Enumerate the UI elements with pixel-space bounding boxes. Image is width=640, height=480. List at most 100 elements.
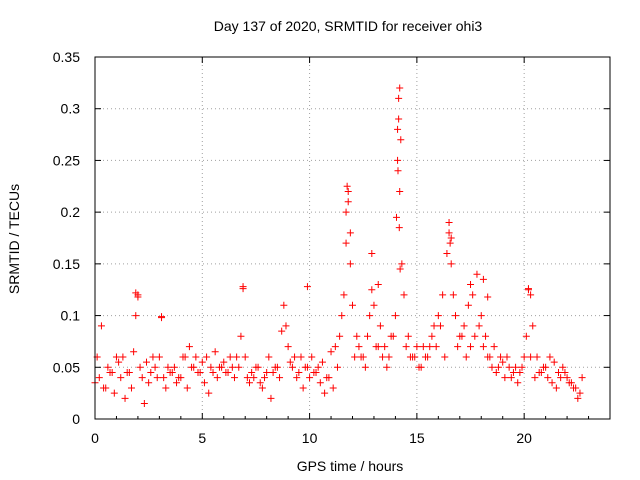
data-point <box>145 379 153 387</box>
data-point <box>471 332 479 340</box>
data-point <box>499 358 507 366</box>
data-point <box>376 322 384 330</box>
data-point <box>383 363 391 371</box>
data-point <box>524 286 532 294</box>
data-point <box>385 353 393 361</box>
data-point <box>303 283 311 291</box>
data-points <box>91 84 586 407</box>
data-point <box>321 389 329 397</box>
y-tick-label: 0.2 <box>61 204 81 220</box>
data-point <box>512 363 520 371</box>
data-point <box>497 353 505 361</box>
data-point <box>211 348 219 356</box>
data-point <box>391 312 399 320</box>
data-point <box>462 353 470 361</box>
data-point <box>102 384 110 392</box>
data-point <box>162 384 170 392</box>
data-point <box>368 250 376 258</box>
data-point <box>140 399 148 407</box>
data-point <box>132 289 140 297</box>
data-point <box>132 312 140 320</box>
data-point <box>458 332 466 340</box>
data-point <box>430 322 438 330</box>
data-point <box>286 358 294 366</box>
data-point <box>518 363 526 371</box>
data-point <box>447 234 455 242</box>
grid <box>95 57 610 419</box>
data-point <box>329 384 337 392</box>
x-tick-label: 10 <box>302 430 318 446</box>
y-tick-label: 0.3 <box>61 101 81 117</box>
y-axis-label: SRMTID / TECUs <box>6 184 22 294</box>
data-point <box>366 312 374 320</box>
data-point <box>170 363 178 371</box>
data-point <box>419 343 427 351</box>
data-point <box>533 353 541 361</box>
data-point <box>143 358 150 366</box>
data-point <box>198 358 206 366</box>
data-point <box>439 291 447 299</box>
axis-ticks: 0 5 10 15 20 0 0.05 0.1 0.15 0.2 0.25 0.3 0.35 <box>53 49 611 446</box>
data-point <box>488 363 496 371</box>
data-point <box>295 368 303 376</box>
data-point <box>185 343 193 351</box>
data-point <box>452 312 459 320</box>
data-point <box>200 379 208 387</box>
data-point <box>136 363 144 371</box>
data-point <box>394 167 402 175</box>
data-point <box>503 353 511 361</box>
data-point <box>394 156 402 164</box>
data-point <box>246 379 253 387</box>
data-point <box>303 363 311 371</box>
data-point <box>494 363 502 371</box>
data-point <box>258 384 266 392</box>
data-point <box>173 379 181 387</box>
data-point <box>428 332 436 340</box>
data-point <box>235 363 243 371</box>
data-point <box>222 368 230 376</box>
data-point <box>282 322 290 330</box>
data-point <box>482 332 490 340</box>
data-point <box>516 368 524 376</box>
data-point <box>338 312 346 320</box>
data-point <box>361 363 369 371</box>
data-point <box>95 374 103 382</box>
data-point <box>400 291 408 299</box>
data-point <box>175 374 183 382</box>
data-point <box>314 363 322 371</box>
data-point <box>271 363 279 371</box>
data-point <box>396 187 404 195</box>
x-tick-label: 15 <box>409 430 425 446</box>
data-point <box>269 368 277 376</box>
data-point <box>218 363 226 371</box>
data-point <box>226 353 234 361</box>
data-point <box>276 374 284 382</box>
data-point <box>196 368 204 376</box>
data-point <box>539 363 547 371</box>
data-point <box>130 348 138 356</box>
data-point <box>331 343 339 351</box>
data-point <box>563 374 571 382</box>
data-point <box>149 353 157 361</box>
data-point <box>239 285 247 293</box>
data-point <box>454 343 462 351</box>
data-point <box>398 260 406 268</box>
data-point <box>207 363 215 371</box>
data-point <box>555 368 562 376</box>
x-axis-label: GPS time / hours <box>297 458 404 474</box>
data-point <box>484 293 492 301</box>
data-point <box>501 374 509 382</box>
data-point <box>117 374 125 382</box>
data-point <box>127 384 135 392</box>
data-point <box>395 115 403 123</box>
data-point <box>134 293 142 301</box>
data-point <box>467 343 475 351</box>
data-point <box>233 353 241 361</box>
data-point <box>443 250 451 258</box>
data-point <box>445 229 453 237</box>
data-point <box>411 353 419 361</box>
data-point <box>381 343 389 351</box>
data-point <box>544 374 552 382</box>
data-point <box>340 291 348 299</box>
data-point <box>263 368 271 376</box>
